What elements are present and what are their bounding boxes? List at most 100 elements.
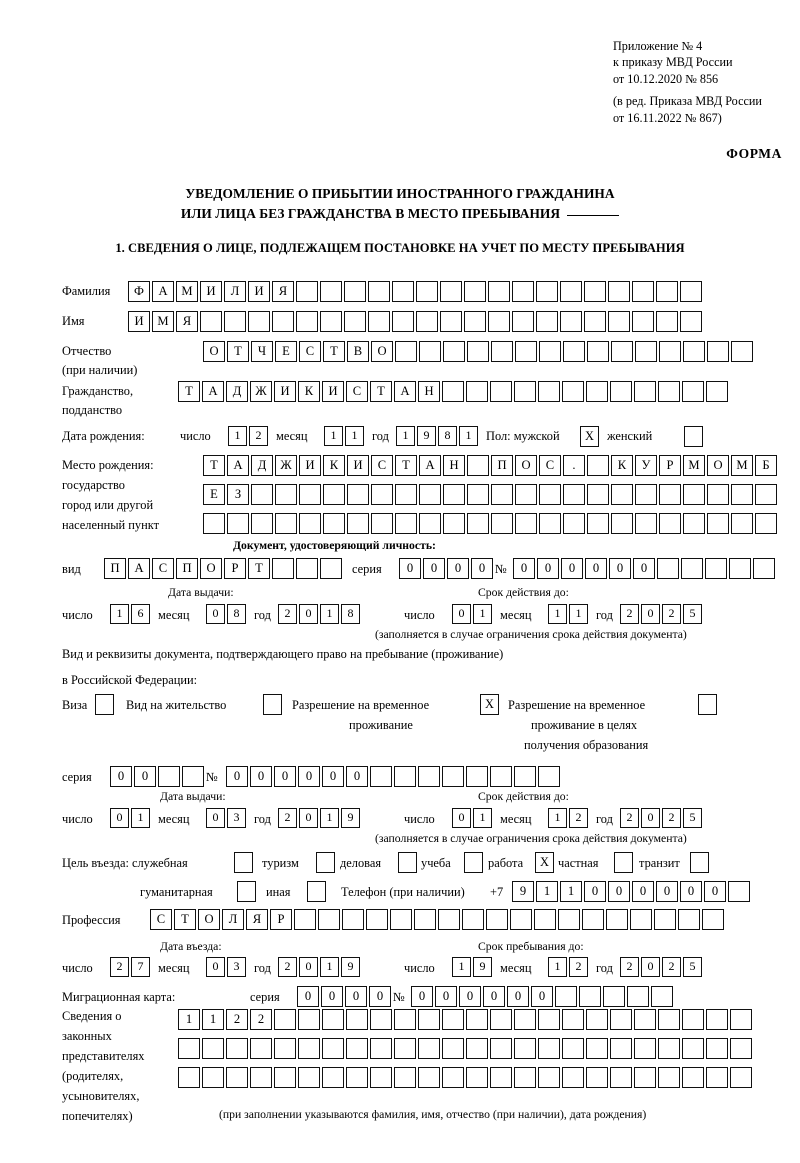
form-cell[interactable] (250, 1067, 272, 1088)
form-cell[interactable]: В (347, 341, 369, 362)
form-cell[interactable]: 0 (561, 558, 583, 579)
form-cell[interactable]: М (683, 455, 705, 476)
form-cell[interactable]: 0 (299, 604, 318, 624)
form-cell[interactable] (323, 513, 345, 534)
form-cell[interactable] (490, 1009, 512, 1030)
form-cell[interactable]: С (371, 455, 393, 476)
form-cell[interactable]: А (128, 558, 150, 579)
form-cell[interactable] (632, 281, 654, 302)
form-cell[interactable] (490, 766, 512, 787)
form-cell[interactable] (514, 1038, 536, 1059)
form-cell[interactable] (438, 909, 460, 930)
purpose-private-checkbox[interactable] (614, 852, 633, 873)
form-cell[interactable]: 0 (459, 986, 481, 1007)
form-cell[interactable] (682, 1009, 704, 1030)
form-cell[interactable] (560, 281, 582, 302)
form-cell[interactable] (610, 381, 632, 402)
form-cell[interactable] (442, 1038, 464, 1059)
form-cell[interactable] (730, 1038, 752, 1059)
form-cell[interactable] (347, 513, 369, 534)
form-cell[interactable] (683, 513, 705, 534)
form-cell[interactable] (416, 311, 438, 332)
form-cell[interactable]: 0 (584, 881, 606, 902)
form-cell[interactable] (539, 513, 561, 534)
form-cell[interactable] (706, 1009, 728, 1030)
form-cell[interactable] (562, 1038, 584, 1059)
form-cell[interactable] (682, 1067, 704, 1088)
form-cell[interactable]: Н (418, 381, 440, 402)
form-cell[interactable] (368, 281, 390, 302)
form-cell[interactable]: 2 (620, 604, 639, 624)
form-cell[interactable]: 0 (471, 558, 493, 579)
form-cell[interactable]: Я (272, 281, 294, 302)
purpose-official-checkbox[interactable] (234, 852, 253, 873)
form-cell[interactable]: 1 (452, 957, 471, 977)
form-cell[interactable] (182, 766, 204, 787)
form-cell[interactable]: Т (370, 381, 392, 402)
purpose-transit-checkbox[interactable] (690, 852, 709, 873)
form-cell[interactable] (634, 381, 656, 402)
form-cell[interactable]: 2 (662, 957, 681, 977)
form-cell[interactable]: 0 (608, 881, 630, 902)
form-cell[interactable]: И (322, 381, 344, 402)
form-cell[interactable]: Ч (251, 341, 273, 362)
form-cell[interactable]: 2 (278, 604, 297, 624)
form-cell[interactable] (510, 909, 532, 930)
form-cell[interactable] (394, 1038, 416, 1059)
form-cell[interactable]: Т (248, 558, 270, 579)
form-cell[interactable]: 1 (131, 808, 150, 828)
form-cell[interactable] (392, 311, 414, 332)
form-cell[interactable] (683, 484, 705, 505)
form-cell[interactable] (322, 1067, 344, 1088)
form-cell[interactable]: 9 (512, 881, 534, 902)
form-cell[interactable]: 0 (346, 766, 368, 787)
form-cell[interactable]: 0 (299, 957, 318, 977)
form-cell[interactable]: 0 (483, 986, 505, 1007)
form-cell[interactable] (587, 513, 609, 534)
form-cell[interactable] (488, 281, 510, 302)
form-cell[interactable] (395, 513, 417, 534)
form-cell[interactable] (514, 1067, 536, 1088)
form-cell[interactable] (202, 1067, 224, 1088)
form-cell[interactable] (731, 341, 753, 362)
purpose-business-checkbox[interactable] (398, 852, 417, 873)
form-cell[interactable]: 1 (569, 604, 588, 624)
form-cell[interactable]: 0 (507, 986, 529, 1007)
form-cell[interactable] (538, 1067, 560, 1088)
form-cell[interactable] (275, 484, 297, 505)
form-cell[interactable] (658, 1038, 680, 1059)
form-cell[interactable]: Д (251, 455, 273, 476)
form-cell[interactable]: 1 (473, 808, 492, 828)
form-cell[interactable] (730, 1067, 752, 1088)
sex-female-checkbox[interactable] (684, 426, 703, 447)
form-cell[interactable]: 1 (228, 426, 247, 446)
form-cell[interactable]: К (611, 455, 633, 476)
form-cell[interactable] (418, 766, 440, 787)
form-cell[interactable] (755, 484, 777, 505)
form-cell[interactable] (466, 766, 488, 787)
form-cell[interactable] (370, 766, 392, 787)
form-cell[interactable]: Л (222, 909, 244, 930)
form-cell[interactable]: 1 (320, 808, 339, 828)
form-cell[interactable]: 0 (452, 808, 471, 828)
form-cell[interactable] (346, 1009, 368, 1030)
form-cell[interactable]: 0 (633, 558, 655, 579)
form-cell[interactable] (272, 558, 294, 579)
form-cell[interactable] (654, 909, 676, 930)
form-cell[interactable] (562, 1067, 584, 1088)
form-cell[interactable]: Т (174, 909, 196, 930)
form-cell[interactable]: 0 (452, 604, 471, 624)
form-cell[interactable]: Т (203, 455, 225, 476)
form-cell[interactable] (394, 766, 416, 787)
form-cell[interactable] (462, 909, 484, 930)
form-cell[interactable] (707, 484, 729, 505)
form-cell[interactable] (634, 1038, 656, 1059)
